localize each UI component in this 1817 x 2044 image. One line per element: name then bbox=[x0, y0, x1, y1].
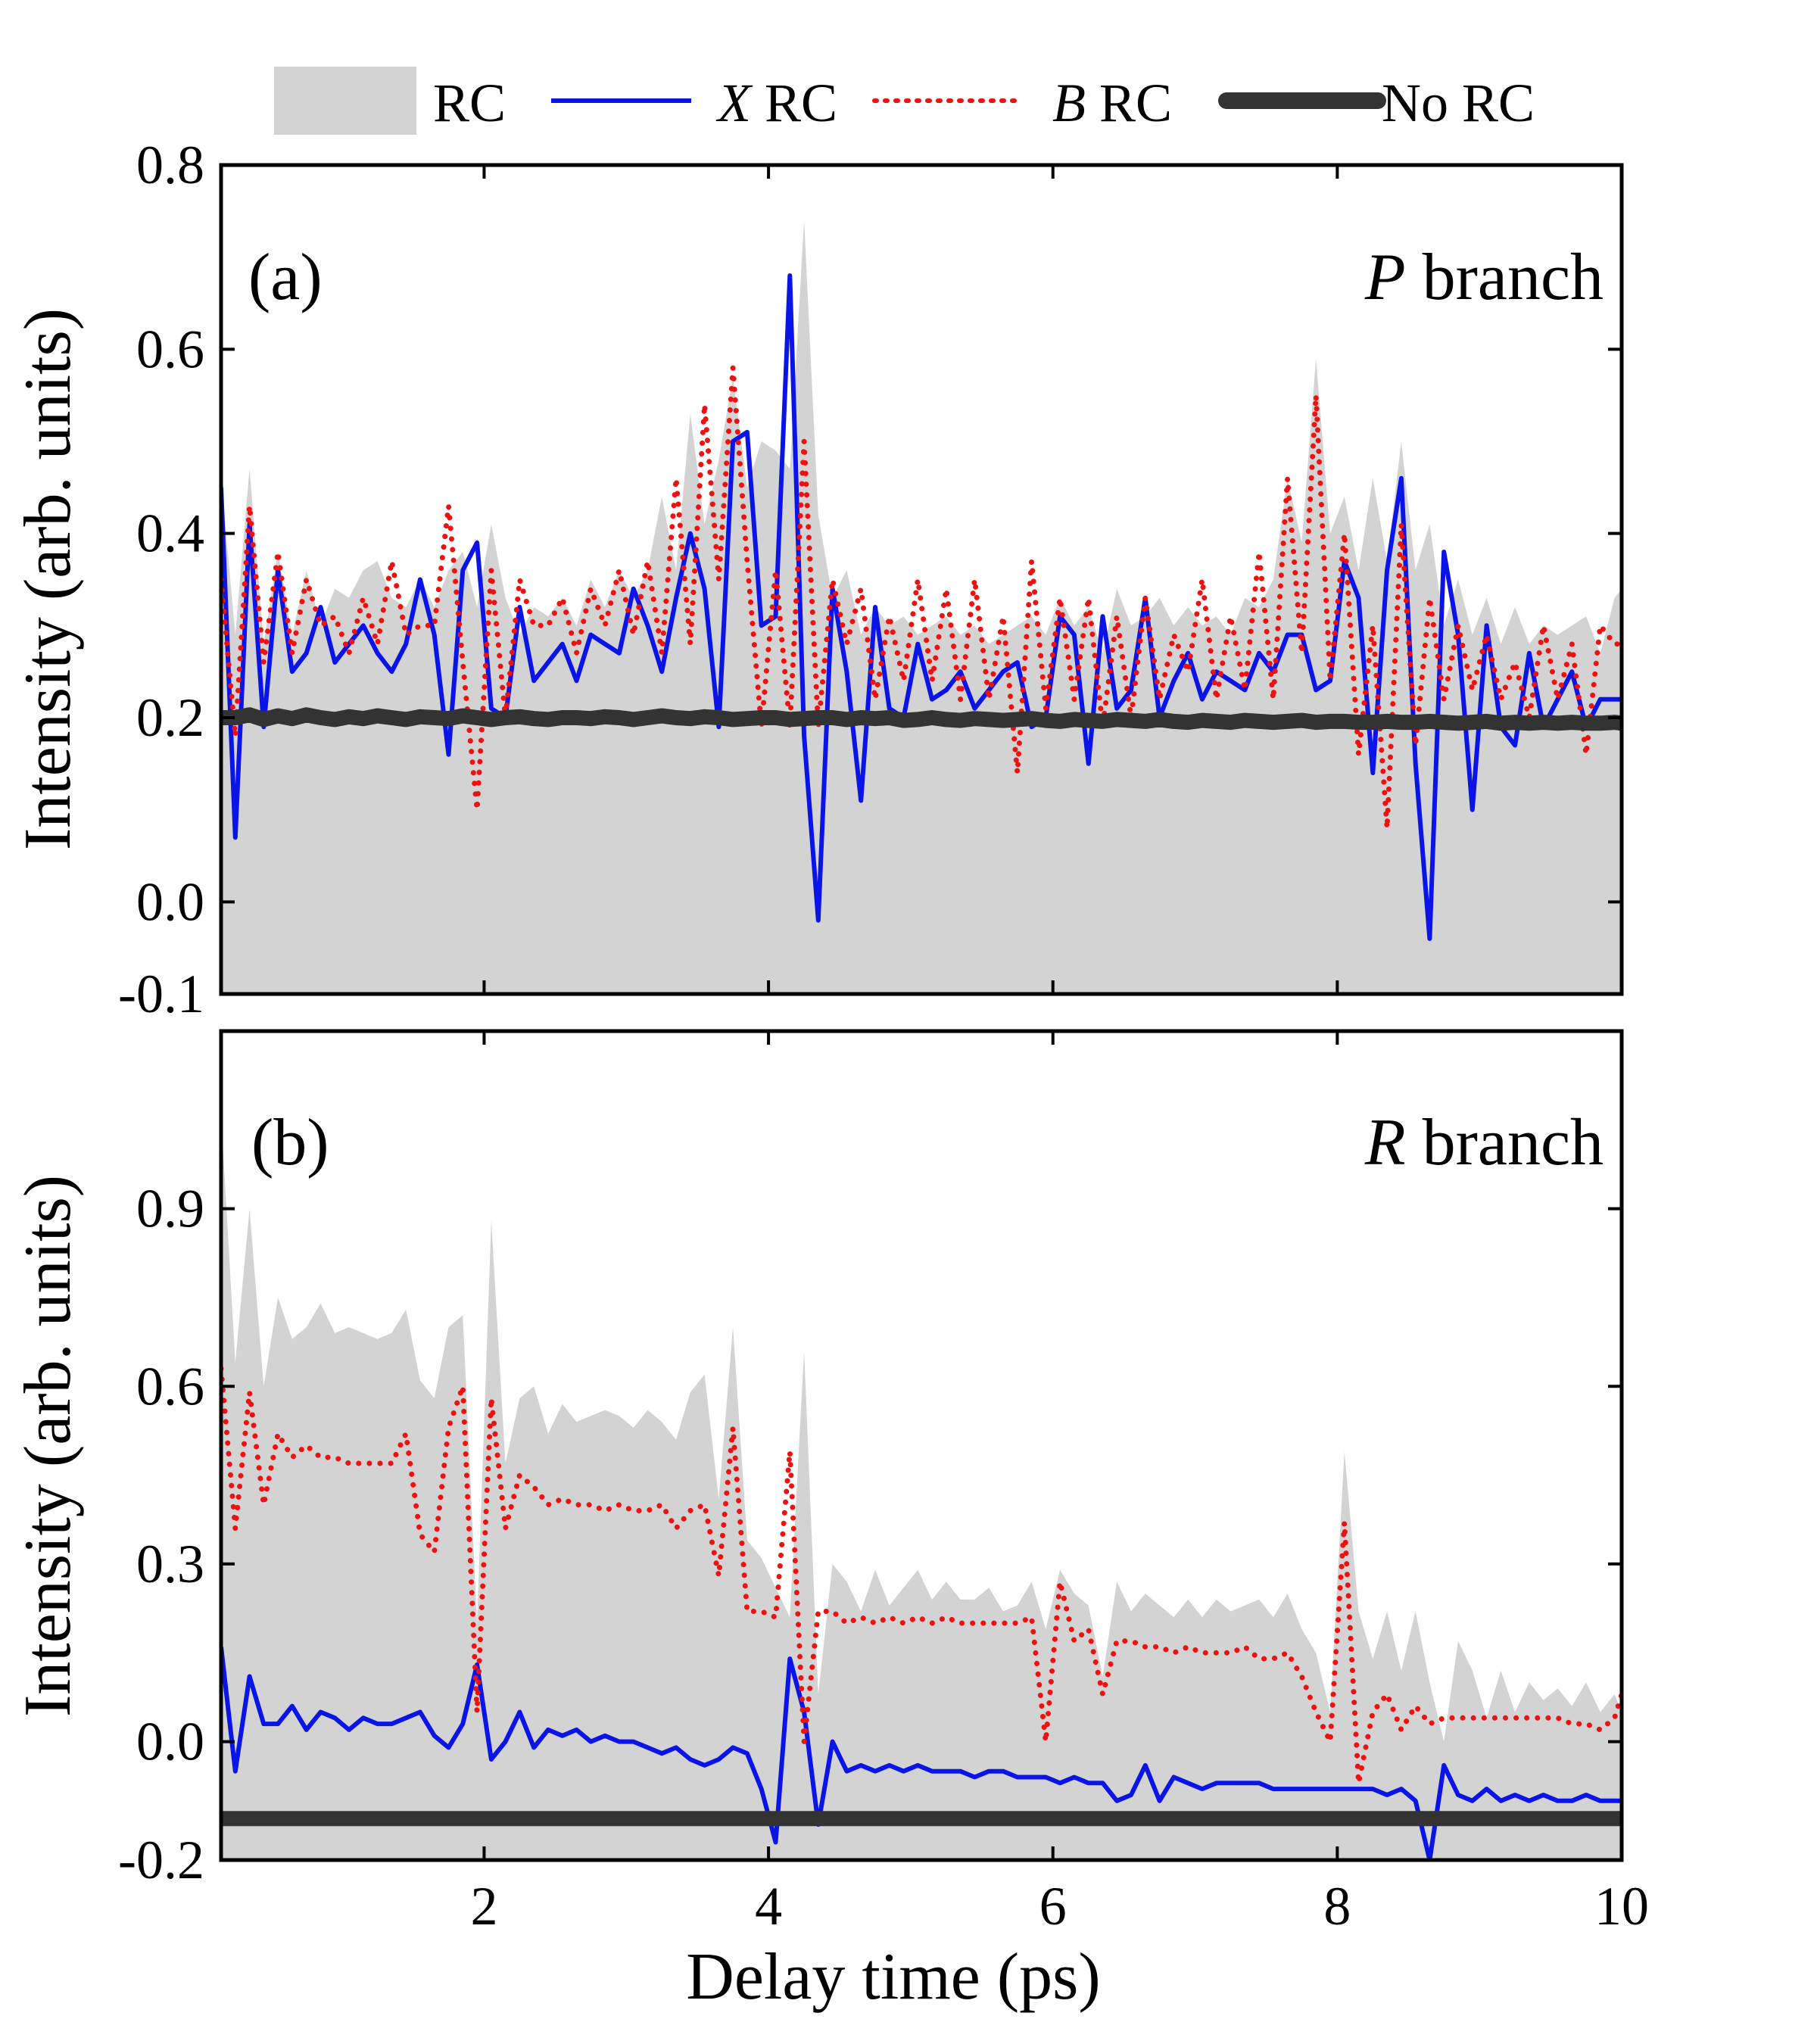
panel-a-series-no-rc bbox=[221, 707, 1622, 731]
panel-a-series-x-rc bbox=[221, 273, 1622, 941]
panel-b-x-tick-label: 10 bbox=[1594, 1876, 1649, 1937]
panel-a-branch-italic: P bbox=[1364, 241, 1406, 314]
legend-no-rc-label: No RC bbox=[1382, 73, 1535, 133]
panel-b-x-tick-label: 8 bbox=[1323, 1876, 1351, 1937]
panel-a-branch-label: P branch bbox=[1364, 241, 1604, 314]
panel-b-y-tick-label: 0.9 bbox=[136, 1179, 204, 1239]
panel-b-branch-rest: branch bbox=[1406, 1106, 1604, 1179]
panel-b-branch-label: R branch bbox=[1364, 1106, 1604, 1179]
panel-b-plot-area bbox=[221, 1114, 1622, 1860]
panel-b-branch-italic: R bbox=[1364, 1106, 1406, 1179]
panel-a-series-b-rc bbox=[221, 365, 1622, 831]
legend-x-rc-label: X RC bbox=[715, 73, 837, 133]
panel-a-y-tick-label: 0.4 bbox=[136, 503, 204, 564]
panel-b-y-tick-label: 0.0 bbox=[136, 1712, 204, 1772]
panel-a-plot-area bbox=[221, 220, 1622, 994]
legend-rc-swatch bbox=[274, 67, 416, 135]
panel-a-y-tick-label: 0.6 bbox=[136, 319, 204, 379]
panel-a-y-axis-title: Intensity (arb. units) bbox=[11, 308, 85, 850]
panel-a: -0.1 0.0 0.2 0.4 0.6 0.8 Intensity (arb. unit… bbox=[11, 135, 1624, 1024]
panel-a-y-tick-label: 0.2 bbox=[136, 687, 204, 748]
legend-b-rc-label: B RC bbox=[1052, 73, 1172, 133]
legend-b-rc-rest: RC bbox=[1086, 73, 1172, 133]
panel-b-series-x-rc bbox=[221, 1647, 1622, 1860]
panel-a-y-tick-label: 0.8 bbox=[136, 135, 204, 195]
panel-b-x-tick-label: 2 bbox=[470, 1876, 497, 1937]
panel-b-series-rc bbox=[221, 1114, 1622, 1860]
panel-b-x-tick-label: 6 bbox=[1039, 1876, 1067, 1937]
panel-a-branch-rest: branch bbox=[1406, 241, 1604, 314]
legend-b-rc-italic: B bbox=[1052, 73, 1086, 133]
panel-b-y-tick-label: -0.2 bbox=[118, 1830, 204, 1890]
panel-a-series-rc bbox=[221, 220, 1622, 994]
panel-a-y-tick-labels: -0.1 0.0 0.2 0.4 0.6 0.8 bbox=[118, 135, 204, 1024]
legend-x-rc-rest: RC bbox=[751, 73, 837, 133]
legend-x-rc-italic: X bbox=[715, 73, 753, 133]
legend: RC X RC B RC No RC bbox=[274, 67, 1535, 135]
panel-b-frame bbox=[219, 1029, 1624, 1862]
panel-b-y-tick-labels: -0.2 0.0 0.3 0.6 0.9 bbox=[118, 1179, 204, 1890]
legend-rc-label: RC bbox=[433, 73, 506, 133]
panel-b-y-axis-title: Intensity (arb. units) bbox=[11, 1175, 85, 1717]
panel-b-x-tick-label: 4 bbox=[755, 1876, 782, 1937]
panel-b: -0.2 0.0 0.3 0.6 0.9 2 4 6 8 10 Intensity (arb. … bbox=[11, 1029, 1649, 2014]
panel-b-x-tick-labels: 2 4 6 8 10 bbox=[470, 1876, 1649, 1937]
panel-b-label: (b) bbox=[251, 1106, 329, 1179]
panel-a-frame bbox=[219, 163, 1624, 996]
panel-b-y-tick-label: 0.6 bbox=[136, 1356, 204, 1416]
panel-a-y-tick-label: -0.1 bbox=[118, 964, 204, 1024]
x-axis-title: Delay time (ps) bbox=[686, 1940, 1100, 2014]
panel-a-y-tick-label: 0.0 bbox=[136, 871, 204, 932]
panel-a-label: (a) bbox=[248, 241, 323, 314]
panel-b-y-tick-label: 0.3 bbox=[136, 1534, 204, 1594]
